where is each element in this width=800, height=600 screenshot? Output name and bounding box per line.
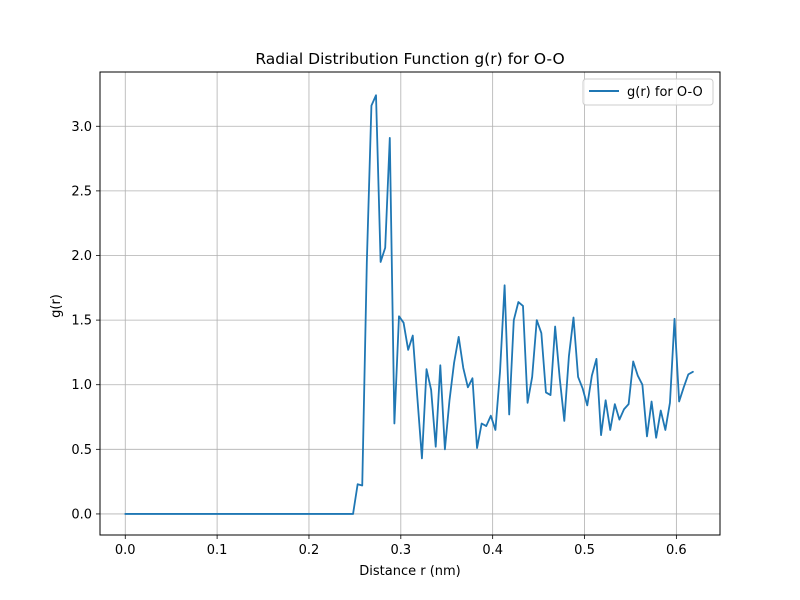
y-tick-label: 0.5 — [71, 443, 92, 458]
y-tick-label: 1.5 — [71, 314, 92, 329]
legend: g(r) for O-O — [582, 78, 714, 106]
legend-label: g(r) for O-O — [627, 85, 703, 100]
x-axis-label: Distance r (nm) — [359, 564, 461, 579]
x-tick-label: 0.4 — [482, 543, 503, 558]
y-tick-label: 3.0 — [71, 120, 92, 135]
axes-frame — [99, 71, 721, 536]
y-tick-label: 2.0 — [71, 249, 92, 264]
x-tick-label: 0.2 — [299, 543, 320, 558]
plot-area — [124, 94, 694, 515]
chart-title: Radial Distribution Function g(r) for O-… — [255, 50, 564, 68]
x-axis: 0.0 0.1 0.2 0.3 0.4 0.5 0.6 — [115, 535, 687, 558]
x-tick-label: 0.0 — [115, 543, 136, 558]
x-tick-label: 0.3 — [390, 543, 411, 558]
legend-box — [582, 78, 714, 106]
y-tick-label: 0.0 — [71, 507, 92, 522]
y-tick-label: 1.0 — [71, 378, 92, 393]
y-tick-label: 2.5 — [71, 184, 92, 199]
y-axis-label: g(r) — [49, 294, 64, 318]
y-axis: 0.0 0.5 1.0 1.5 2.0 2.5 3.0 — [71, 120, 100, 522]
series-line-g-r-o-o — [124, 94, 694, 515]
x-tick-label: 0.6 — [666, 543, 687, 558]
x-tick-label: 0.5 — [574, 543, 595, 558]
x-tick-label: 0.1 — [207, 543, 228, 558]
